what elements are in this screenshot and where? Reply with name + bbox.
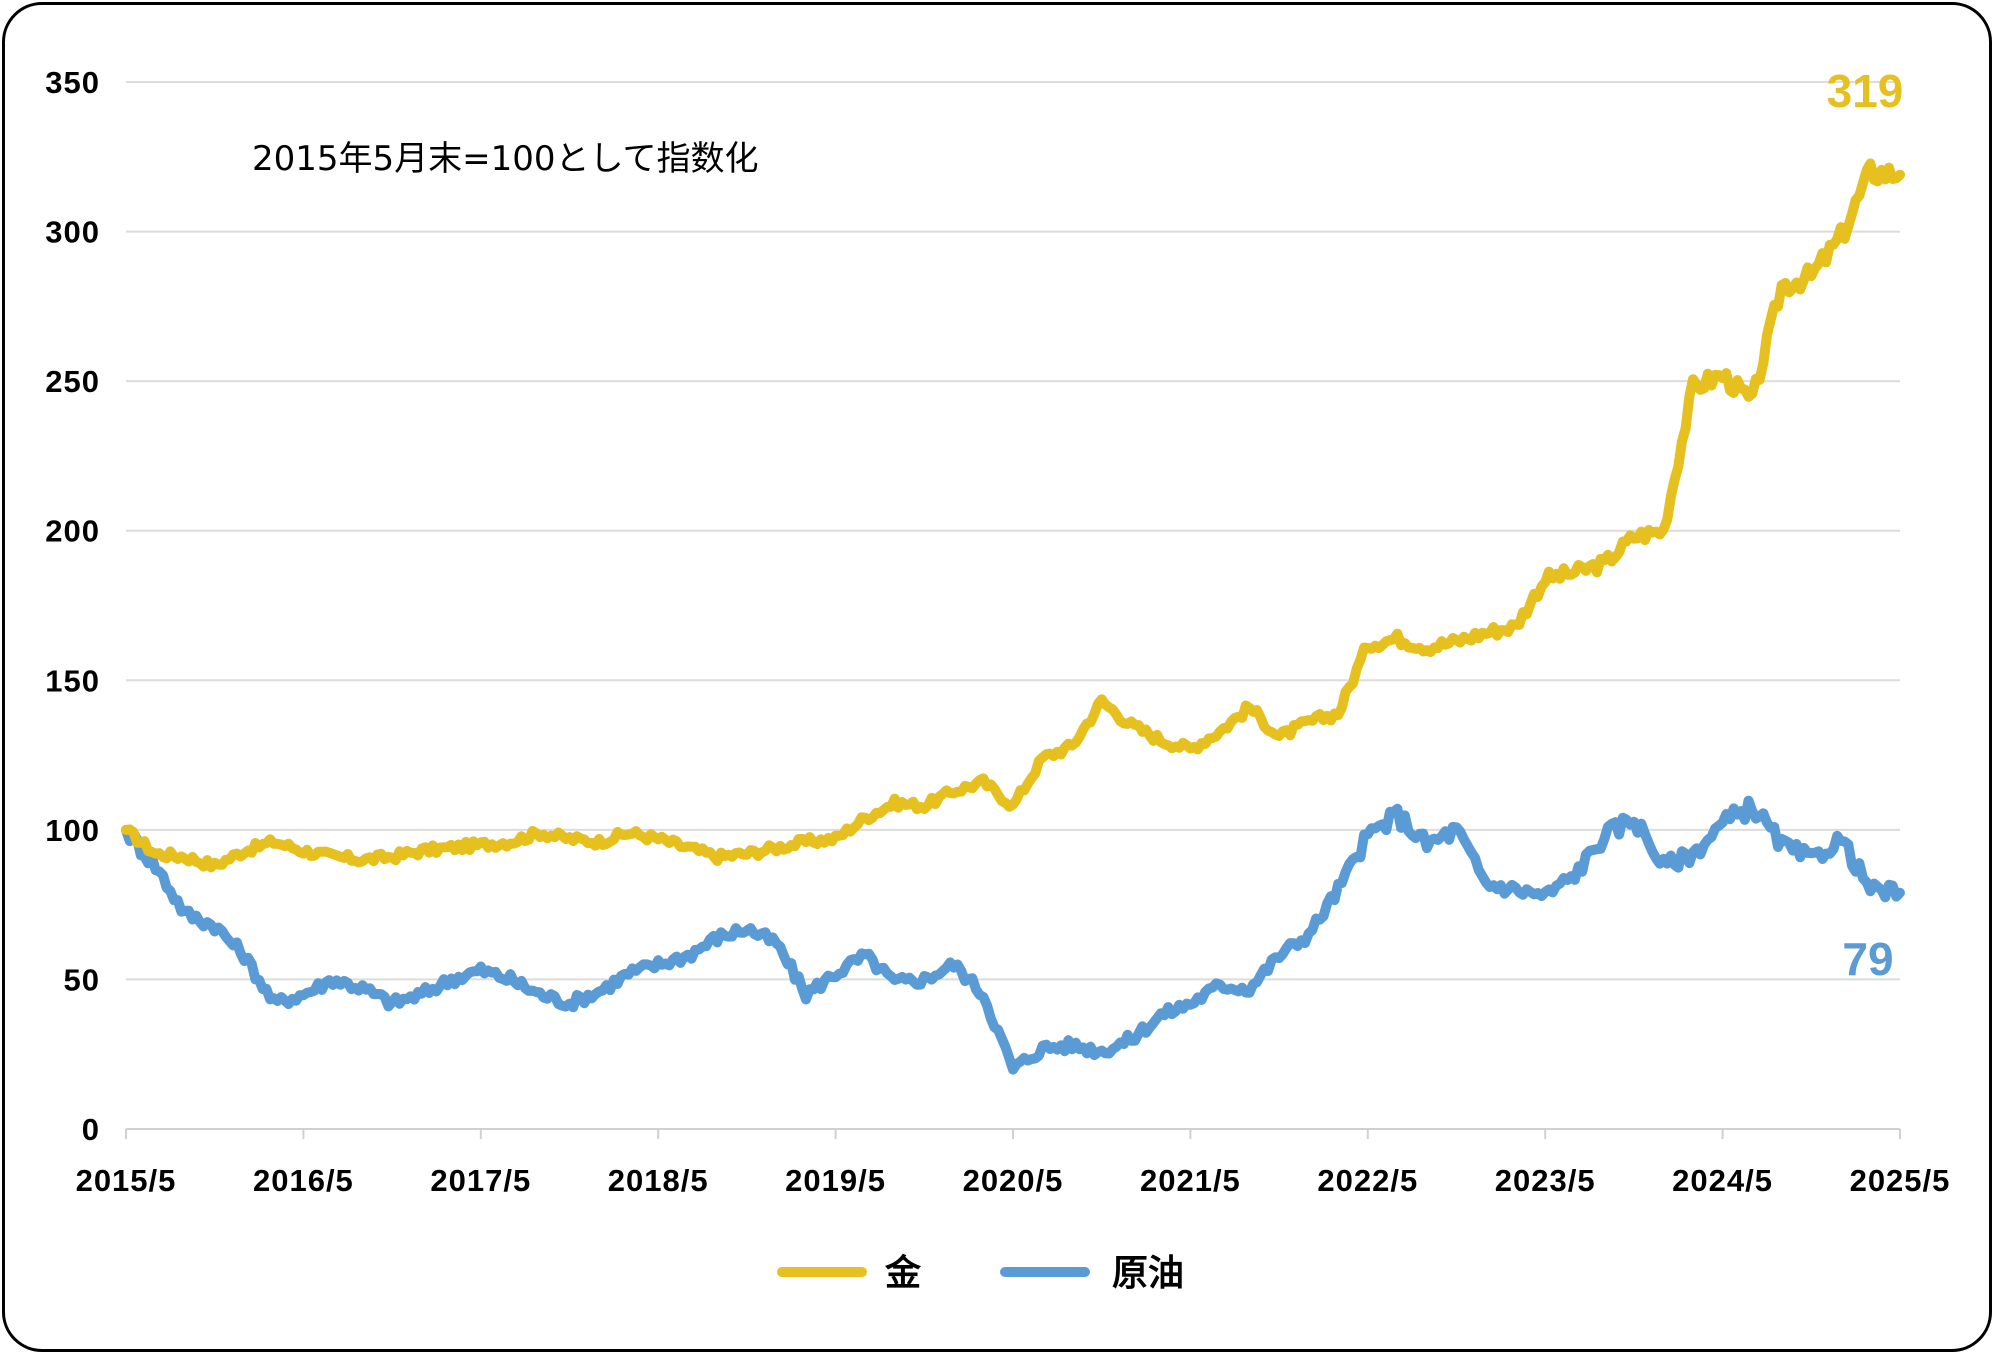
legend-oil-label: 原油 — [1112, 1253, 1184, 1294]
x-tick-label: 2025/5 — [1850, 1163, 1951, 1198]
x-tick-label: 2015/5 — [76, 1163, 177, 1198]
legend-gold-label: 金 — [884, 1252, 922, 1294]
y-tick-label: 300 — [45, 215, 100, 250]
y-tick-label: 100 — [45, 813, 100, 848]
series-lines — [121, 158, 1905, 1075]
x-tick-label: 2022/5 — [1317, 1163, 1418, 1198]
y-tick-label: 200 — [45, 514, 100, 549]
legend-item-gold[interactable]: 金 — [777, 1252, 922, 1294]
oil-end-label: 79 — [1842, 933, 1893, 985]
x-tick-label: 2019/5 — [785, 1163, 886, 1198]
y-tick-label: 350 — [45, 65, 100, 100]
x-axis: 2015/5 2016/5 2017/5 2018/5 2019/5 2020/5 2021… — [76, 1129, 1951, 1198]
crude-oil-series-line — [121, 795, 1905, 1075]
y-tick-label: 50 — [64, 962, 100, 997]
x-tick-label: 2024/5 — [1672, 1163, 1773, 1198]
x-tick-label: 2016/5 — [253, 1163, 354, 1198]
x-tick-label: 2017/5 — [430, 1163, 531, 1198]
x-tick-label: 2018/5 — [608, 1163, 709, 1198]
y-tick-label: 250 — [45, 364, 100, 399]
gold-series-line — [121, 158, 1905, 873]
gridlines — [126, 81, 1900, 1130]
index-note: 2015年5月末=100として指数化 — [252, 139, 759, 179]
x-tick-label: 2020/5 — [963, 1163, 1064, 1198]
legend: 金 原油 — [777, 1252, 1184, 1294]
gold-end-label: 319 — [1827, 65, 1904, 117]
x-tick-label: 2023/5 — [1495, 1163, 1596, 1198]
x-tick-label: 2021/5 — [1140, 1163, 1241, 1198]
legend-item-oil[interactable]: 原油 — [1000, 1253, 1184, 1294]
y-tick-label: 150 — [45, 663, 100, 698]
y-tick-label: 0 — [82, 1112, 100, 1147]
y-axis-ticks: 0 50 100 150 200 250 300 350 — [45, 65, 100, 1147]
